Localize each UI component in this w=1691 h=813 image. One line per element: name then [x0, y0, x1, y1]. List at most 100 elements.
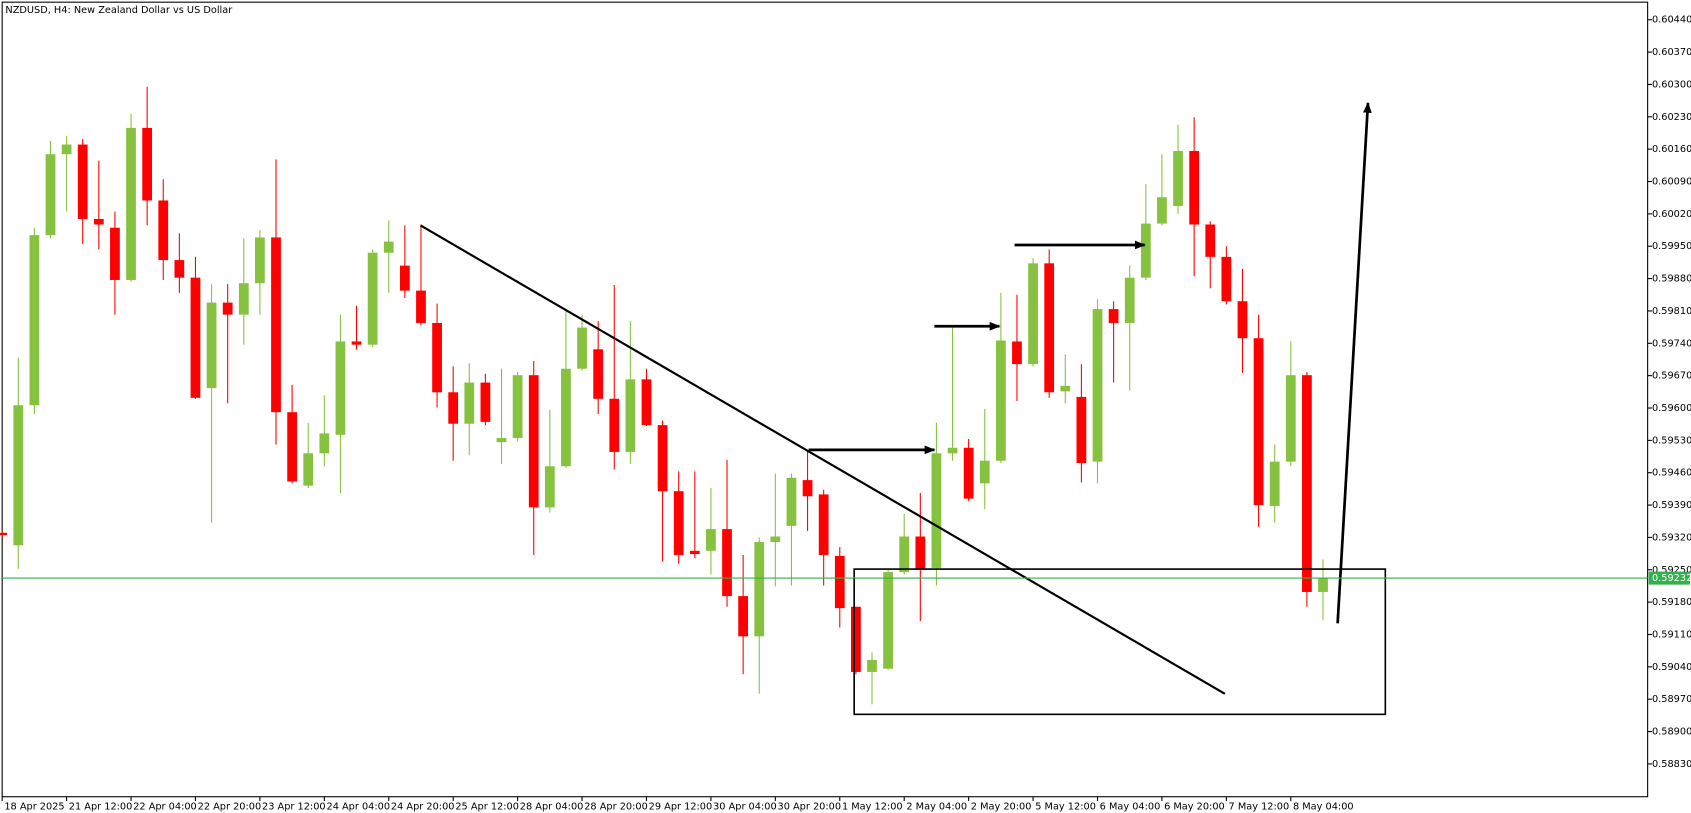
chart-title: NZDUSD, H4: New Zealand Dollar vs US Dol…	[5, 5, 233, 16]
y-tick-label: 0.59180	[1652, 597, 1691, 608]
candle-body	[1189, 151, 1200, 225]
x-tick-label: 30 Apr 20:00	[778, 801, 842, 812]
candle-body	[142, 127, 153, 201]
x-tick-label: 25 Apr 12:00	[455, 801, 519, 812]
x-tick-label: 22 Apr 04:00	[133, 801, 197, 812]
candle-body	[641, 379, 652, 426]
candle-body	[1060, 385, 1071, 392]
candle-body	[464, 382, 475, 424]
candle-body	[383, 241, 394, 253]
candle-body	[1124, 277, 1135, 323]
y-tick-label: 0.59950	[1652, 241, 1691, 252]
candle-body	[1044, 263, 1055, 393]
candle-body	[1302, 375, 1312, 592]
y-tick-label: 0.60090	[1652, 177, 1691, 188]
candle-body	[287, 412, 297, 482]
candle-body	[335, 341, 346, 435]
y-tick-label: 0.59600	[1652, 403, 1691, 414]
candle-body	[416, 290, 426, 323]
y-tick-label: 0.59250	[1652, 565, 1691, 576]
arrow	[1336, 101, 1372, 624]
candle-body	[29, 235, 40, 406]
y-tick-label: 0.58900	[1652, 727, 1691, 738]
candle-body	[1012, 341, 1022, 365]
y-tick-label: 0.58830	[1652, 759, 1691, 770]
candle-body	[673, 491, 684, 555]
candle-body	[351, 341, 362, 345]
candle-body	[45, 154, 56, 236]
candle-body	[13, 405, 24, 546]
candle-body	[1237, 301, 1248, 339]
y-tick-label: 0.59670	[1652, 371, 1691, 382]
x-tick-label: 30 Apr 04:00	[713, 801, 777, 812]
y-tick-label: 0.60440	[1652, 15, 1691, 26]
x-tick-label: 6 May 04:00	[1100, 801, 1161, 812]
candle-body	[657, 425, 668, 492]
y-tick-label: 0.59110	[1652, 629, 1691, 640]
candle-body	[126, 127, 136, 280]
current-price-label: 0.59232	[1652, 573, 1691, 584]
candle-body	[1076, 396, 1087, 464]
candle-body	[174, 260, 185, 278]
candle-body	[1108, 309, 1119, 323]
candle-body	[1140, 223, 1151, 278]
candle-body	[722, 529, 732, 597]
y-tick-label: 0.59880	[1652, 274, 1691, 285]
x-tick-label: 22 Apr 20:00	[198, 801, 262, 812]
candle-body	[1157, 197, 1167, 224]
candle-body	[1221, 256, 1232, 302]
candle-body	[706, 529, 716, 551]
candle-body	[802, 480, 813, 497]
y-tick-label: 0.59740	[1652, 338, 1691, 349]
candle-body	[448, 392, 459, 424]
candle-body	[512, 375, 523, 439]
candle-body	[770, 536, 781, 543]
y-tick-label: 0.59460	[1652, 468, 1691, 479]
candle-body	[1205, 224, 1216, 257]
x-tick-label: 28 Apr 04:00	[520, 801, 584, 812]
candle-body	[1269, 461, 1280, 506]
candle-body	[0, 532, 8, 536]
candle-body	[834, 555, 845, 609]
candle-body	[1285, 375, 1296, 462]
candle-body	[931, 453, 942, 568]
x-tick-label: 23 Apr 12:00	[262, 801, 326, 812]
x-tick-label: 24 Apr 04:00	[326, 801, 390, 812]
candle-body	[222, 302, 233, 315]
candle-body	[158, 200, 169, 261]
candle-body	[577, 327, 587, 369]
y-tick-label: 0.60160	[1652, 144, 1691, 155]
candle-body	[625, 379, 636, 452]
candle-body	[190, 277, 201, 398]
x-tick-label: 2 May 20:00	[971, 801, 1032, 812]
candle-body	[206, 302, 217, 389]
candle-body	[867, 659, 877, 672]
x-tick-label: 24 Apr 20:00	[391, 801, 455, 812]
marks	[0, 86, 1328, 705]
candle-body	[1318, 577, 1328, 592]
y-tick-label: 0.59040	[1652, 662, 1691, 673]
y-tick-label: 0.60020	[1652, 209, 1691, 220]
candle-body	[544, 466, 555, 508]
x-tick-label: 2 May 04:00	[906, 801, 967, 812]
x-tick-label: 21 Apr 12:00	[69, 801, 133, 812]
x-tick-label: 8 May 04:00	[1293, 801, 1354, 812]
candle-body	[93, 218, 104, 225]
current-price-box	[1648, 571, 1690, 585]
candle-body	[963, 447, 974, 499]
candle-body	[883, 572, 893, 669]
candle-body	[271, 237, 281, 413]
y-tick-label: 0.60300	[1652, 79, 1691, 90]
trend-line	[420, 224, 1226, 695]
candle-body	[496, 438, 507, 443]
plot-frame	[1, 1, 1649, 798]
x-tick-label: 29 Apr 12:00	[649, 801, 713, 812]
candle-body	[1253, 338, 1264, 506]
y-tick-label: 0.60370	[1652, 47, 1691, 58]
candle-body	[593, 349, 604, 399]
candle-body	[399, 265, 410, 291]
x-tick-label: 28 Apr 20:00	[584, 801, 648, 812]
candle-body	[303, 453, 314, 486]
candle-body	[255, 237, 265, 284]
